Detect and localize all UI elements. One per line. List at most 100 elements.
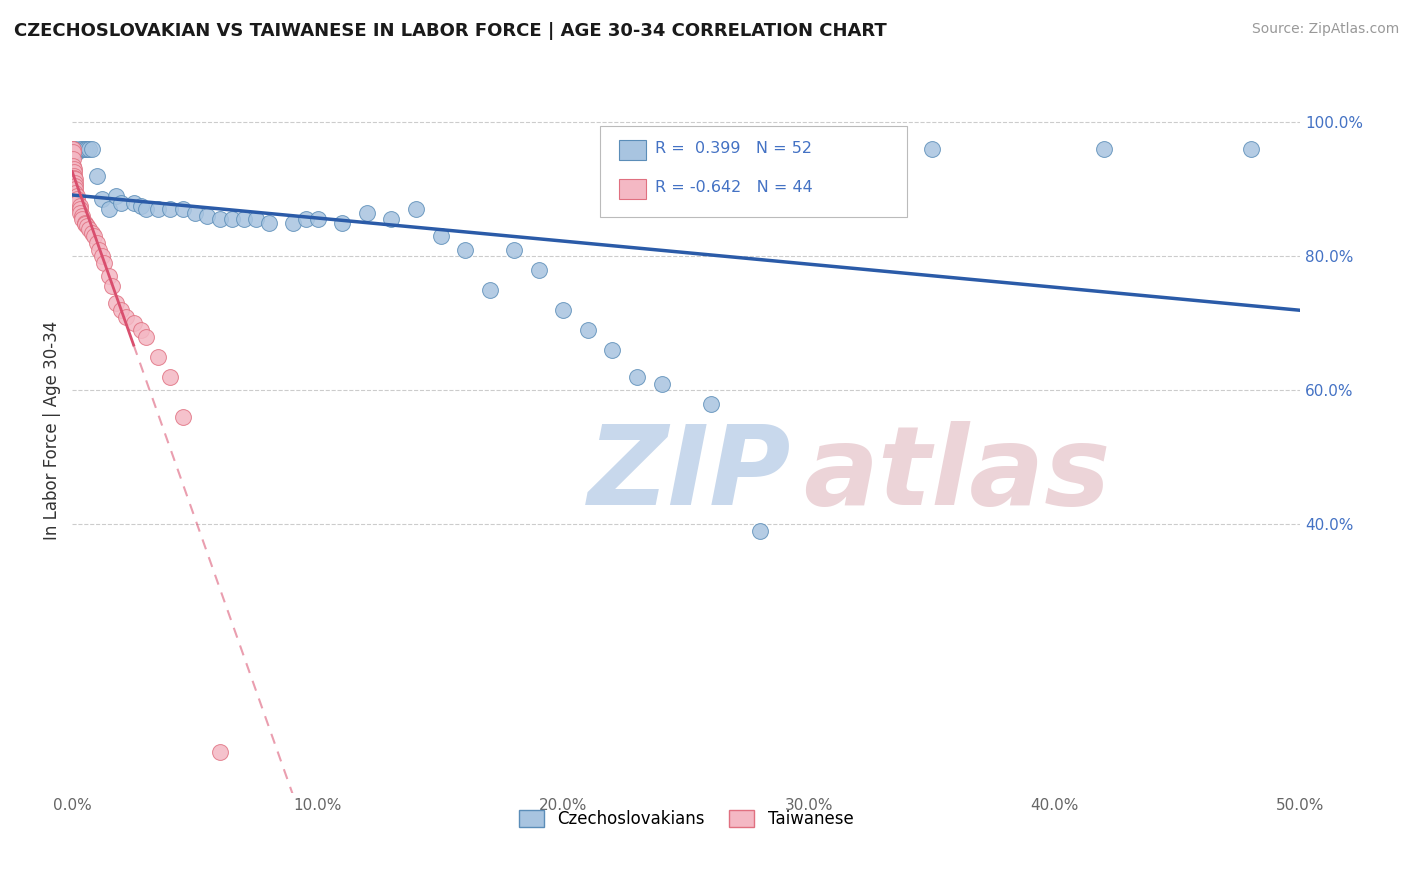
Point <box>73 217 96 231</box>
Point <box>100 279 122 293</box>
Bar <box>619 178 645 199</box>
Point <box>380 212 402 227</box>
Point <box>105 189 128 203</box>
Point <box>79 142 101 156</box>
Point <box>553 302 575 317</box>
Point <box>454 243 477 257</box>
Point <box>73 216 96 230</box>
Point <box>62 145 84 160</box>
Point <box>527 262 550 277</box>
Point <box>208 212 231 227</box>
Bar <box>619 140 645 161</box>
Point <box>66 189 89 203</box>
Point <box>307 212 329 227</box>
Point <box>98 202 121 217</box>
Point <box>63 178 86 193</box>
Point <box>626 370 648 384</box>
Point <box>73 142 96 156</box>
Point <box>89 243 111 257</box>
Point <box>63 182 86 196</box>
Point <box>330 216 353 230</box>
Point <box>294 212 316 227</box>
Point <box>110 195 132 210</box>
Point <box>73 142 96 156</box>
Point <box>921 142 943 156</box>
Point <box>66 145 89 160</box>
Point <box>83 229 105 244</box>
Point <box>63 172 86 186</box>
Point <box>63 165 86 179</box>
Point <box>62 152 84 166</box>
Point <box>80 142 103 156</box>
Point <box>159 370 181 384</box>
Point <box>797 142 820 156</box>
Point <box>76 142 98 156</box>
Point <box>69 202 91 217</box>
Point <box>172 202 194 217</box>
Point <box>135 202 157 217</box>
Point <box>148 350 170 364</box>
Point <box>257 216 280 230</box>
Point <box>63 171 86 186</box>
Point <box>63 186 86 200</box>
Point <box>846 142 869 156</box>
Point <box>62 142 84 156</box>
Point <box>283 216 305 230</box>
Point <box>195 209 218 223</box>
Point <box>129 323 152 337</box>
Point <box>208 746 231 760</box>
Point <box>90 192 112 206</box>
Point <box>159 202 181 217</box>
Point <box>110 302 132 317</box>
Point <box>80 226 103 240</box>
Text: R =  0.399   N = 52: R = 0.399 N = 52 <box>655 142 813 156</box>
Point <box>122 316 145 330</box>
Text: atlas: atlas <box>803 420 1111 527</box>
Point <box>105 296 128 310</box>
Point <box>86 235 108 250</box>
Point <box>69 142 91 156</box>
Point <box>405 202 427 217</box>
Point <box>63 176 86 190</box>
Point <box>135 329 157 343</box>
Point <box>699 397 721 411</box>
Point <box>70 212 93 227</box>
Point <box>62 142 84 156</box>
Point <box>478 283 501 297</box>
Point <box>63 169 86 183</box>
Point <box>63 145 86 160</box>
Text: Source: ZipAtlas.com: Source: ZipAtlas.com <box>1251 22 1399 37</box>
Point <box>503 243 526 257</box>
Point <box>69 205 91 219</box>
Point <box>233 212 256 227</box>
Point <box>1240 142 1263 156</box>
Point <box>221 212 243 227</box>
Text: R = -0.642   N = 44: R = -0.642 N = 44 <box>655 180 813 194</box>
Point <box>184 205 207 219</box>
Point <box>748 524 770 538</box>
Point <box>93 256 115 270</box>
Point <box>66 192 89 206</box>
Point <box>76 219 98 233</box>
Point <box>356 205 378 219</box>
Point <box>66 195 89 210</box>
Point <box>69 199 91 213</box>
Point <box>79 222 101 236</box>
Point <box>70 209 93 223</box>
Point <box>122 195 145 210</box>
Point <box>1092 142 1115 156</box>
Point <box>98 269 121 284</box>
Point <box>651 376 673 391</box>
Point <box>148 202 170 217</box>
Point <box>70 142 93 156</box>
Point <box>172 410 194 425</box>
Point <box>245 212 267 227</box>
Point <box>62 159 84 173</box>
Point <box>429 229 451 244</box>
Point <box>63 142 86 156</box>
Y-axis label: In Labor Force | Age 30-34: In Labor Force | Age 30-34 <box>44 321 60 541</box>
Point <box>86 169 108 183</box>
Point <box>62 162 84 177</box>
FancyBboxPatch shape <box>600 127 907 217</box>
Point <box>602 343 624 358</box>
